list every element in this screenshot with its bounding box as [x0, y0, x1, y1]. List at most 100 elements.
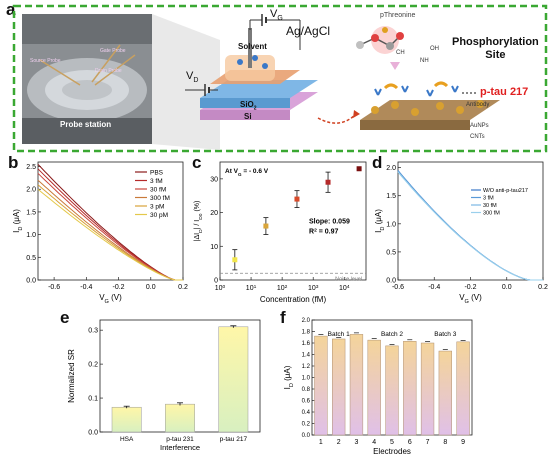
x-tick-label: 3 — [354, 439, 358, 446]
ptau-217-label: p-tau 217 — [480, 86, 529, 98]
y-axis-label: |ΔID| / ID0 (%) — [194, 201, 204, 242]
legend-label: PBS — [150, 170, 164, 177]
r2-text: R2 = 0.97 — [309, 227, 339, 236]
y-tick-label: 1.5 — [386, 193, 396, 200]
x-tick-label: 8 — [443, 439, 447, 446]
series-line-5 — [37, 188, 183, 281]
y-axis-label: Normalized SR — [67, 349, 76, 403]
y-axis-label: ID (μA) — [283, 365, 295, 389]
panel-d-letter: d — [372, 153, 383, 172]
y-tick-label: 0.5 — [26, 255, 36, 262]
data-point-2 — [294, 196, 300, 202]
aunps-label: AuNPs — [470, 123, 489, 129]
y-tick-label: 0.3 — [88, 328, 98, 335]
y-tick-label: 2.5 — [26, 164, 36, 171]
bar-2 — [218, 326, 249, 433]
y-tick-label: 1.8 — [302, 330, 311, 336]
y-tick-label: 0.2 — [302, 422, 311, 428]
legend-label: 3 pM — [150, 204, 164, 211]
x-tick-label: -0.6 — [392, 284, 404, 291]
y-tick-label: 0.4 — [302, 410, 311, 416]
chart-c: 0 10 20 30 100 101 102 103 104 Noise level At VG =… — [194, 161, 367, 304]
vd-label: VD — [186, 70, 199, 85]
x-axis-label: Interference — [160, 443, 200, 452]
y-tick-label: 0 — [214, 278, 218, 285]
y-tick-label: 20 — [210, 210, 218, 217]
y-axis-label: ID (μA) — [374, 209, 386, 233]
x-tick-label: 0.2 — [178, 284, 188, 291]
bar-4 — [385, 345, 399, 436]
plot-frame — [219, 161, 367, 281]
x-tick-label: 6 — [408, 439, 412, 446]
photo-tag-source: Source Probe — [30, 58, 61, 64]
x-tick-label: 4 — [372, 439, 376, 446]
vg-battery-icon — [249, 14, 301, 50]
y-tick-label: 0.6 — [302, 399, 311, 405]
legend-label: 30 pM — [150, 212, 168, 219]
legend-label: 30 fM — [150, 187, 166, 194]
y-tick-label: 0.5 — [386, 249, 396, 256]
y-tick-label: 2.0 — [26, 187, 36, 194]
y-tick-label: 0.2 — [88, 362, 98, 369]
series-line-1 — [37, 168, 183, 281]
vg-label: VG — [270, 8, 283, 23]
phosphorylation-label: Phosphorylation Site — [452, 36, 539, 61]
data-point-1 — [263, 223, 269, 229]
sio2-label: SiO2 — [240, 100, 257, 112]
x-tick-label: 101 — [246, 284, 257, 293]
x-axis-label: VG (V) — [99, 293, 122, 305]
panel-f-letter: f — [280, 308, 286, 327]
x-tick-label: p-tau 217 — [220, 436, 248, 443]
y-tick-label: 2.0 — [386, 165, 396, 172]
series-line-3 — [397, 171, 543, 281]
x-tick-label: 1 — [319, 439, 323, 446]
legend-label: 3 fM — [483, 196, 494, 202]
x-tick-label: -0.2 — [464, 284, 476, 291]
bar-6 — [420, 342, 435, 436]
x-tick-label: 0.0 — [502, 284, 512, 291]
photo-tag-gate: Gate Probe — [100, 48, 126, 54]
panel-a-letter: a — [6, 0, 16, 19]
group-label-0: Batch 1 — [328, 331, 350, 338]
x-tick-label: 7 — [426, 439, 430, 446]
panel-a-dashed-border — [12, 4, 548, 153]
x-tick-label: 100 — [215, 284, 226, 293]
panel-e-letter: e — [60, 308, 70, 327]
bar-5 — [403, 341, 417, 436]
y-tick-label: 0.8 — [302, 387, 311, 393]
y-tick-label: 10 — [210, 244, 218, 251]
plot-frame — [397, 161, 544, 281]
x-tick-label: 104 — [339, 284, 350, 293]
legend-label: 30 fM — [483, 203, 497, 209]
panel-c-letter: c — [192, 153, 202, 172]
x-axis-label: Concentration (fM) — [260, 295, 327, 304]
x-tick-label: 0.2 — [538, 284, 548, 291]
pthreonine-label: pThreonine — [380, 12, 416, 19]
x-tick-label: 5 — [390, 439, 394, 446]
si-label: Si — [244, 112, 252, 121]
y-tick-label: 0.0 — [88, 430, 98, 437]
bar-3 — [367, 339, 381, 436]
bar-7 — [438, 350, 452, 436]
y-tick-label: 2.0 — [302, 318, 311, 324]
x-tick-label: -0.4 — [80, 284, 92, 291]
panel-a-figure: CH OH NH — [12, 4, 548, 153]
x-axis-label: Electrodes — [373, 447, 411, 456]
group-label-2: Batch 3 — [434, 331, 456, 338]
y-tick-label: 1.0 — [302, 376, 311, 382]
x-tick-label: HSA — [120, 436, 134, 443]
electrode-label: Ag/AgCl — [286, 24, 331, 38]
x-tick-label: 2 — [337, 439, 341, 446]
solvent-label: Solvent — [238, 42, 267, 51]
probe-station-label: Probe station — [60, 120, 112, 129]
bar-2 — [349, 334, 364, 436]
svg-text:OH: OH — [430, 46, 439, 52]
y-axis-label: ID (μA) — [12, 209, 24, 233]
group-label-1: Batch 2 — [381, 331, 403, 338]
legend-label: 300 fM — [483, 211, 500, 217]
chart-e: 0.0 0.1 0.2 0.3 HSA p-tau 231 p-tau 217 Interfe… — [67, 319, 261, 452]
x-tick-label: 103 — [308, 284, 319, 293]
device-stack — [200, 28, 318, 120]
legend-label: 3 fM — [150, 178, 163, 185]
photo-tag-drain: Drain Probe — [95, 68, 122, 74]
